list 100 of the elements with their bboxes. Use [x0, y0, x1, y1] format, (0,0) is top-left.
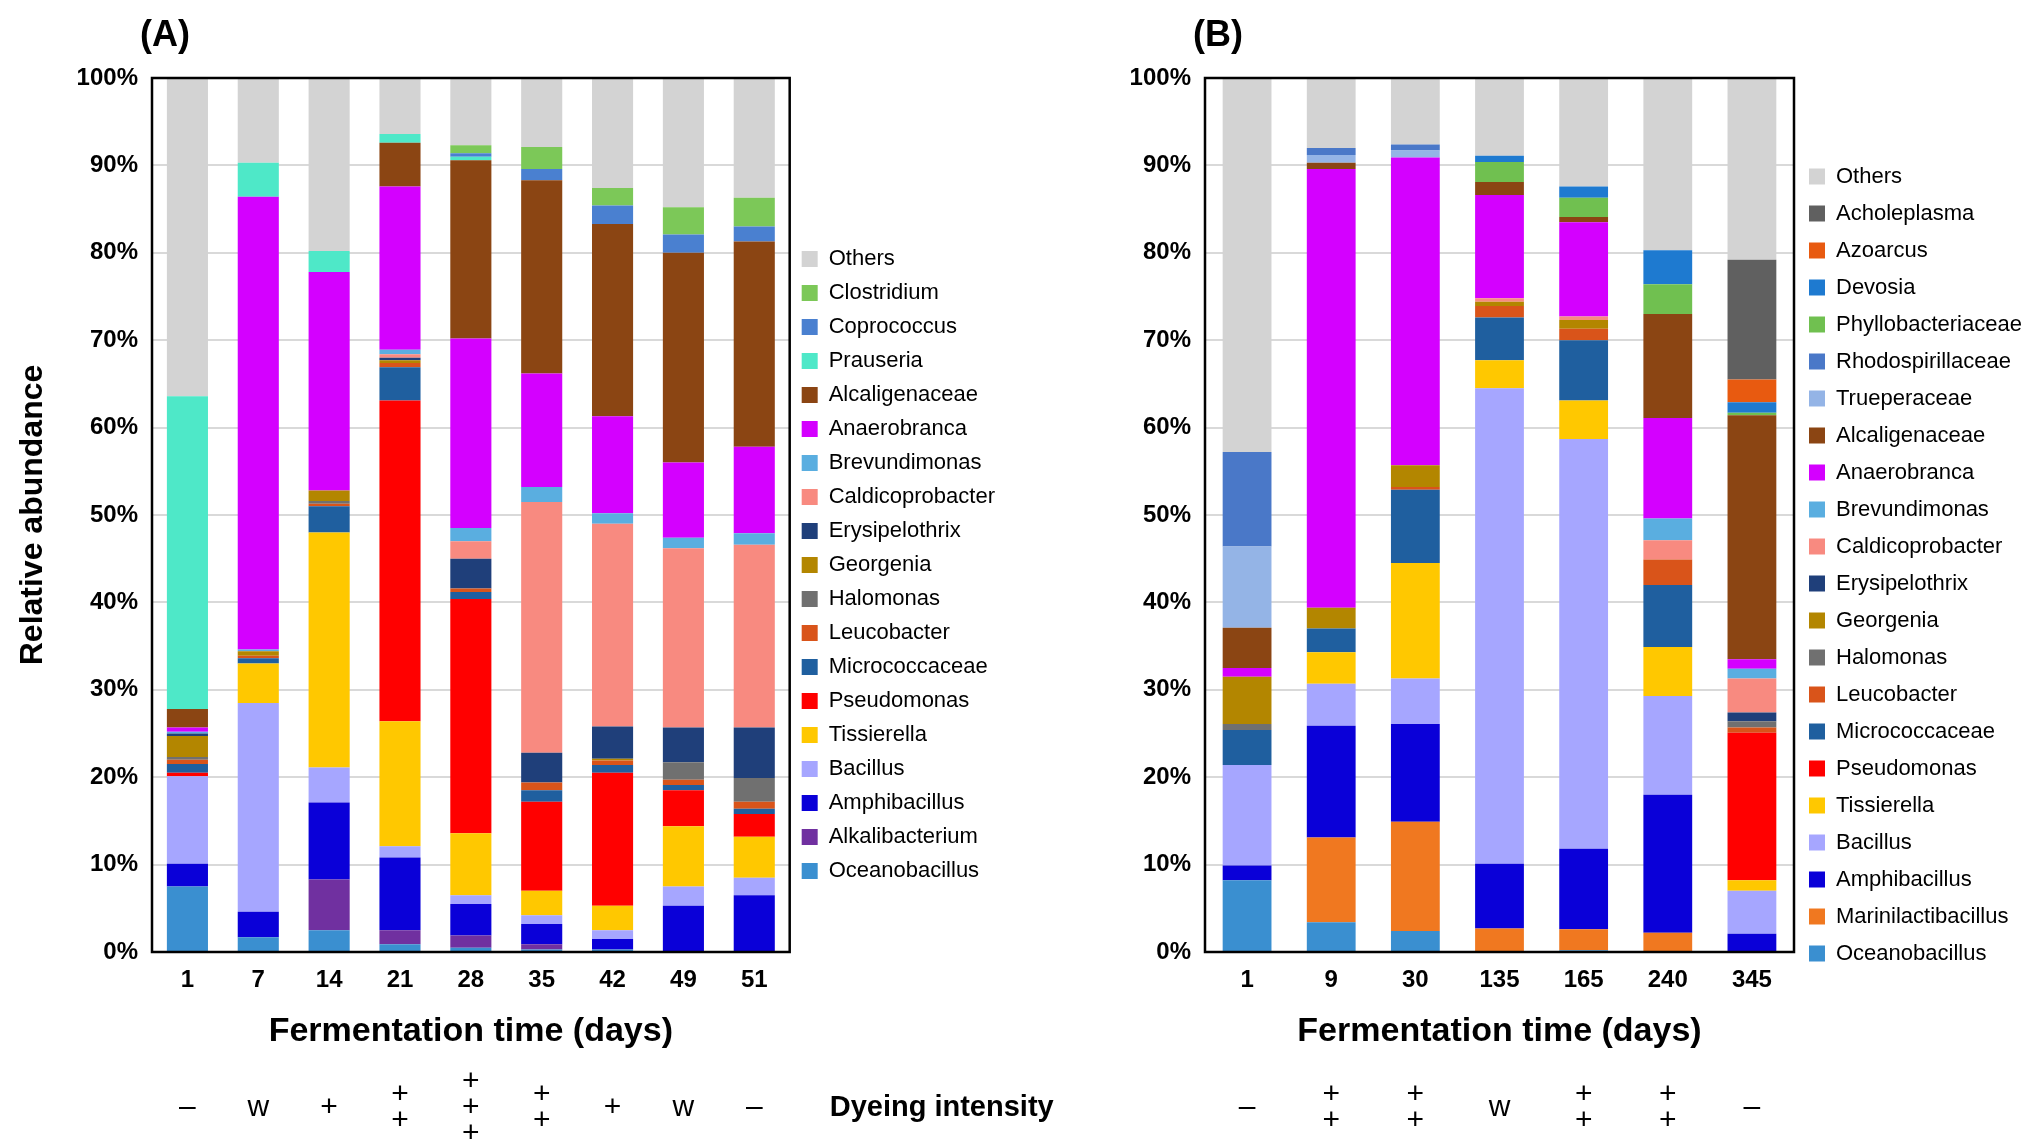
- text: –: [1238, 1089, 1256, 1123]
- text: + +: [1574, 1076, 1593, 1136]
- bar: [1727, 259, 1777, 380]
- bar: [1222, 667, 1272, 677]
- bar: [1559, 216, 1609, 223]
- bar: [1727, 880, 1777, 891]
- legend-label: Alcaligenaceae: [828, 381, 978, 407]
- bar: [592, 416, 634, 514]
- y-tick-label: 70%: [1142, 324, 1191, 352]
- x-tick-label: 135: [1479, 965, 1520, 993]
- legend-label: Leucobacter: [1836, 680, 1958, 706]
- bar: [1727, 379, 1777, 403]
- bar: [1643, 250, 1693, 285]
- x-tick-label: 30: [1402, 965, 1429, 993]
- bar: [1390, 821, 1440, 932]
- legend-label: Brevundimonas: [1836, 495, 1989, 521]
- bar: [521, 915, 563, 925]
- bar: [166, 727, 208, 732]
- bar: [1306, 683, 1356, 726]
- bar: [1475, 155, 1524, 162]
- bar: [733, 808, 775, 814]
- text: w: [1487, 1089, 1511, 1123]
- legend-label: Bacillus: [1836, 828, 1912, 854]
- bar: [733, 241, 775, 447]
- bar: [450, 338, 492, 529]
- bar: [662, 779, 704, 786]
- bar: [450, 528, 492, 542]
- bar: [1306, 154, 1356, 163]
- bar: [592, 938, 634, 950]
- bar: [450, 145, 492, 154]
- bar: [1727, 678, 1777, 713]
- y-tick-label: 10%: [89, 849, 138, 877]
- bar: [1559, 400, 1609, 439]
- y-tick-label: 20%: [1142, 761, 1191, 789]
- bar: [308, 767, 350, 803]
- bar: [1390, 678, 1440, 724]
- bar: [733, 446, 775, 534]
- bar: [1390, 150, 1440, 158]
- bar: [450, 153, 492, 157]
- legend-label: Amphibacillus: [1836, 865, 1972, 891]
- bar: [308, 532, 350, 768]
- x-tick-label: 14: [315, 965, 344, 993]
- x-tick-label: 21: [386, 965, 414, 993]
- y-tick-label: 40%: [89, 587, 138, 615]
- legend-label: Acholeplasma: [1836, 199, 1975, 225]
- bar: [1390, 723, 1440, 822]
- legend-label: Rhodospirillaceae: [1836, 347, 2011, 373]
- bar: [308, 490, 350, 502]
- bar: [521, 801, 563, 891]
- bar: [1475, 928, 1524, 951]
- bar: [1727, 721, 1777, 728]
- y-tick-label: 100%: [76, 62, 138, 90]
- y-tick-label: 40%: [1142, 587, 1191, 615]
- bar: [450, 160, 492, 339]
- y-tick-label: 30%: [1142, 674, 1191, 702]
- bar: [1475, 161, 1524, 183]
- bar: [379, 721, 421, 847]
- bar: [1475, 298, 1524, 302]
- bar: [379, 857, 421, 931]
- bar: [733, 877, 775, 896]
- bar: [1222, 880, 1272, 951]
- bar: [379, 944, 421, 951]
- bar: [521, 944, 563, 950]
- bar: [1559, 186, 1609, 198]
- bar: [1306, 168, 1356, 608]
- bar: [733, 778, 775, 802]
- bar: [1475, 388, 1524, 864]
- text: –: [745, 1089, 763, 1123]
- x-tick-label: 51: [740, 965, 768, 993]
- legend-label: Phyllobacteriaceae: [1836, 310, 2022, 336]
- bar: [1475, 195, 1524, 299]
- bar: [1306, 922, 1356, 951]
- bar: [1559, 320, 1609, 329]
- bar: [379, 142, 421, 187]
- bar: [521, 373, 563, 488]
- bar: [592, 223, 634, 417]
- x-tick-label: 7: [251, 965, 265, 993]
- y-tick-label: 80%: [89, 237, 138, 265]
- bar: [733, 801, 775, 809]
- bar: [1390, 465, 1440, 488]
- bar: [521, 890, 563, 916]
- bar: [1643, 417, 1693, 519]
- bar: [592, 523, 634, 727]
- bar: [733, 836, 775, 878]
- y-tick-label: 0%: [103, 936, 138, 964]
- y-axis-title: Relative abundance: [13, 364, 50, 666]
- bar: [592, 726, 634, 759]
- bar: [1475, 317, 1524, 361]
- bar: [733, 226, 775, 242]
- bar: [1643, 646, 1693, 696]
- bar: [1390, 487, 1440, 490]
- bar: [733, 727, 775, 779]
- bar: [1475, 301, 1524, 307]
- y-tick-label: 50%: [89, 499, 138, 527]
- bar: [166, 863, 208, 887]
- bar: [1559, 328, 1609, 341]
- bar: [237, 658, 279, 664]
- bar: [1390, 489, 1440, 564]
- bar: [237, 162, 279, 197]
- text: Dyeing intensity: [829, 1090, 1054, 1122]
